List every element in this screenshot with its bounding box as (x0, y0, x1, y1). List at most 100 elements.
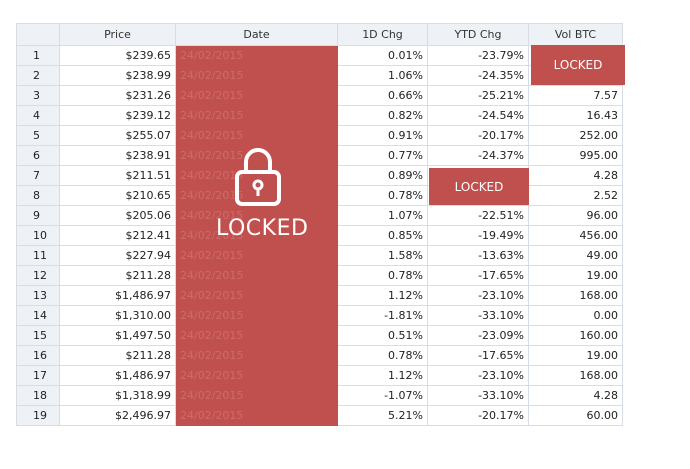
date-cell[interactable]: 24/02/2015 (175, 405, 338, 426)
date-cell[interactable]: 24/02/2015 (175, 225, 338, 246)
1d-chg-cell[interactable]: 0.85% (337, 225, 428, 246)
table-row[interactable]: 19 $2,496.97 24/02/2015 5.21% -20.17% 60.00 (16, 405, 623, 426)
price-cell[interactable]: $205.06 (59, 205, 176, 226)
table-row[interactable]: 3 $231.26 24/02/2015 0.66% -25.21% 7.57 (16, 85, 623, 106)
row-index[interactable]: 8 (16, 185, 60, 206)
date-cell[interactable]: 24/02/2015 (175, 65, 338, 86)
ytd-chg-cell[interactable]: -19.49% (427, 225, 529, 246)
price-cell[interactable]: $211.28 (59, 265, 176, 286)
date-cell[interactable]: 24/02/2015 (175, 305, 338, 326)
vol-btc-cell[interactable]: 168.00 (528, 285, 623, 306)
table-row[interactable]: 18 $1,318.99 24/02/2015 -1.07% -33.10% 4.28 (16, 385, 623, 406)
table-row[interactable]: 5 $255.07 24/02/2015 0.91% -20.17% 252.00 (16, 125, 623, 146)
date-cell[interactable]: 24/02/2015 (175, 385, 338, 406)
date-cell[interactable]: 24/02/2015 (175, 145, 338, 166)
1d-chg-cell[interactable]: 1.12% (337, 365, 428, 386)
price-cell[interactable]: $239.12 (59, 105, 176, 126)
price-cell[interactable]: $1,486.97 (59, 285, 176, 306)
1d-chg-cell[interactable]: 5.21% (337, 405, 428, 426)
1d-chg-cell[interactable]: 0.01% (337, 45, 428, 66)
date-cell[interactable]: 24/02/2015 (175, 245, 338, 266)
ytd-chg-cell[interactable]: -24.35% (427, 65, 529, 86)
1d-chg-cell[interactable]: 0.66% (337, 85, 428, 106)
table-row[interactable]: 13 $1,486.97 24/02/2015 1.12% -23.10% 168.00 (16, 285, 623, 306)
row-index[interactable]: 12 (16, 265, 60, 286)
table-row[interactable]: 9 $205.06 24/02/2015 1.07% -22.51% 96.00 (16, 205, 623, 226)
vol-btc-cell[interactable]: 160.00 (528, 325, 623, 346)
ytd-chg-cell[interactable]: -22.51% (427, 205, 529, 226)
table-row[interactable]: 12 $211.28 24/02/2015 0.78% -17.65% 19.00 (16, 265, 623, 286)
1d-chg-cell[interactable]: 0.89% (337, 165, 428, 186)
vol-btc-cell[interactable]: 456.00 (528, 225, 623, 246)
vol-btc-cell[interactable]: 96.00 (528, 205, 623, 226)
price-cell[interactable]: $210.65 (59, 185, 176, 206)
row-index-header[interactable] (16, 23, 60, 46)
column-header-price[interactable]: Price (59, 23, 176, 46)
vol-btc-cell[interactable]: 19.00 (528, 345, 623, 366)
price-cell[interactable]: $239.65 (59, 45, 176, 66)
vol-btc-cell[interactable]: 4.28 (528, 385, 623, 406)
1d-chg-cell[interactable]: 0.78% (337, 265, 428, 286)
table-row[interactable]: 17 $1,486.97 24/02/2015 1.12% -23.10% 168.00 (16, 365, 623, 386)
price-cell[interactable]: $255.07 (59, 125, 176, 146)
1d-chg-cell[interactable]: 0.77% (337, 145, 428, 166)
table-row[interactable]: 11 $227.94 24/02/2015 1.58% -13.63% 49.00 (16, 245, 623, 266)
date-cell[interactable]: 24/02/2015 (175, 365, 338, 386)
price-cell[interactable]: $212.41 (59, 225, 176, 246)
1d-chg-cell[interactable]: -1.07% (337, 385, 428, 406)
vol-btc-cell[interactable]: 4.28 (528, 165, 623, 186)
row-index[interactable]: 5 (16, 125, 60, 146)
table-row[interactable]: 4 $239.12 24/02/2015 0.82% -24.54% 16.43 (16, 105, 623, 126)
row-index[interactable]: 1 (16, 45, 60, 66)
1d-chg-cell[interactable]: -1.81% (337, 305, 428, 326)
row-index[interactable]: 10 (16, 225, 60, 246)
row-index[interactable]: 2 (16, 65, 60, 86)
row-index[interactable]: 14 (16, 305, 60, 326)
date-cell[interactable]: 24/02/2015 (175, 85, 338, 106)
row-index[interactable]: 4 (16, 105, 60, 126)
vol-btc-cell[interactable]: 2.52 (528, 185, 623, 206)
table-row[interactable]: 15 $1,497.50 24/02/2015 0.51% -23.09% 160.00 (16, 325, 623, 346)
row-index[interactable]: 15 (16, 325, 60, 346)
1d-chg-cell[interactable]: 0.51% (337, 325, 428, 346)
date-cell[interactable]: 24/02/2015 (175, 205, 338, 226)
row-index[interactable]: 6 (16, 145, 60, 166)
ytd-chg-cell[interactable]: -33.10% (427, 305, 529, 326)
column-header-ytd-chg[interactable]: YTD Chg (427, 23, 529, 46)
vol-btc-cell[interactable]: 0.00 (528, 305, 623, 326)
1d-chg-cell[interactable]: 0.91% (337, 125, 428, 146)
row-index[interactable]: 18 (16, 385, 60, 406)
ytd-chg-cell[interactable]: -17.65% (427, 345, 529, 366)
row-index[interactable]: 9 (16, 205, 60, 226)
1d-chg-cell[interactable]: 1.07% (337, 205, 428, 226)
ytd-chg-cell[interactable]: -23.79% (427, 45, 529, 66)
1d-chg-cell[interactable]: 1.06% (337, 65, 428, 86)
price-cell[interactable]: $1,486.97 (59, 365, 176, 386)
column-header-1d-chg[interactable]: 1D Chg (337, 23, 428, 46)
1d-chg-cell[interactable]: 0.82% (337, 105, 428, 126)
vol-btc-cell[interactable]: 995.00 (528, 145, 623, 166)
ytd-chg-cell[interactable]: -23.10% (427, 365, 529, 386)
price-cell[interactable]: $1,497.50 (59, 325, 176, 346)
ytd-chg-cell[interactable]: -24.54% (427, 105, 529, 126)
ytd-chg-cell[interactable]: -17.65% (427, 265, 529, 286)
date-cell[interactable]: 24/02/2015 (175, 125, 338, 146)
1d-chg-cell[interactable]: 0.78% (337, 185, 428, 206)
price-cell[interactable]: $238.91 (59, 145, 176, 166)
vol-btc-cell[interactable]: 49.00 (528, 245, 623, 266)
price-cell[interactable]: $211.51 (59, 165, 176, 186)
table-row[interactable]: 6 $238.91 24/02/2015 0.77% -24.37% 995.00 (16, 145, 623, 166)
table-row[interactable]: 10 $212.41 24/02/2015 0.85% -19.49% 456.00 (16, 225, 623, 246)
price-cell[interactable]: $227.94 (59, 245, 176, 266)
row-index[interactable]: 11 (16, 245, 60, 266)
ytd-chg-cell[interactable]: -24.37% (427, 145, 529, 166)
row-index[interactable]: 17 (16, 365, 60, 386)
row-index[interactable]: 13 (16, 285, 60, 306)
table-row[interactable]: 16 $211.28 24/02/2015 0.78% -17.65% 19.00 (16, 345, 623, 366)
vol-btc-cell[interactable]: 168.00 (528, 365, 623, 386)
price-cell[interactable]: $1,310.00 (59, 305, 176, 326)
row-index[interactable]: 19 (16, 405, 60, 426)
vol-btc-cell[interactable]: 60.00 (528, 405, 623, 426)
